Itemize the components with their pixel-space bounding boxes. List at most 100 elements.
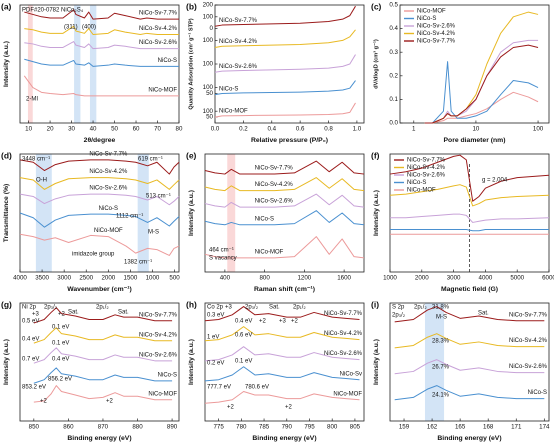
- annotation: 0.7 eV: [22, 357, 39, 363]
- plot-frame: [389, 302, 550, 422]
- plot-frame: [204, 153, 365, 273]
- annotation: 0.1 eV: [52, 341, 69, 347]
- y-tick-label: 50: [206, 114, 213, 121]
- x-axis-label: Wavenumber (cm⁻¹): [67, 286, 132, 293]
- annotation: M-S: [436, 315, 447, 321]
- series-label: NiCo-Sv-4.2%: [139, 332, 178, 338]
- x-tick-label: 162: [427, 424, 438, 431]
- x-tick-label: 159: [399, 424, 410, 431]
- highlight-band: [35, 154, 52, 272]
- x-tick-label: 10: [25, 126, 32, 133]
- highlight-band: [89, 5, 97, 123]
- x-tick-label: 800: [327, 424, 338, 431]
- annotation: 2p₃/₂: [392, 313, 406, 319]
- annotation: (400): [82, 25, 96, 31]
- series-line: [389, 184, 550, 207]
- annotation: PDF#20-0782 NiCo₂S₄: [22, 8, 84, 14]
- x-tick-label: 50: [111, 126, 118, 133]
- annotation: 24.1%: [432, 393, 450, 399]
- annotation: +2: [285, 405, 293, 411]
- panel-title: (d): [1, 150, 12, 160]
- series-label: NiCo-MOF: [219, 109, 248, 115]
- x-tick-label: 100: [533, 126, 544, 133]
- x-axis-label: Relative pressure (P/P₀): [251, 137, 328, 144]
- x-axis-label: Binding energy (eV): [252, 435, 316, 442]
- annotation: 777.7 eV: [207, 385, 231, 391]
- series-label: NiCo-Sv-2.6%: [324, 351, 363, 357]
- x-tick-label: 165: [455, 424, 466, 431]
- annotation: 0.4 eV: [235, 319, 252, 325]
- highlight-band: [27, 5, 33, 123]
- series-label: NiCo-Sv-2.6%: [509, 364, 548, 370]
- x-tick-label: 1000: [146, 275, 160, 282]
- annotation: 1112 cm⁻¹: [116, 214, 143, 220]
- x-tick-label: 805: [350, 424, 361, 431]
- y-axis-label: Transmittance (%): [3, 184, 10, 243]
- annotation: 856.2 eV: [48, 377, 72, 383]
- series-line: [204, 177, 365, 192]
- y-tick-label: 100: [203, 84, 214, 91]
- series-label: NiCo-Sv-4.2%: [139, 26, 178, 32]
- series-label: NiCo-Sv-4.2%: [255, 182, 294, 188]
- highlight-band: [227, 154, 236, 272]
- x-tick-label: 4000: [13, 275, 27, 282]
- plot-frame: [399, 4, 550, 124]
- series-line: [204, 391, 360, 404]
- y-axis-label: Intensity (a.u.): [373, 190, 380, 236]
- panel-title: (i): [371, 299, 379, 309]
- annotation: 513 cm⁻¹: [146, 194, 171, 200]
- x-tick-label: 1: [412, 126, 416, 133]
- annotation: +2: [58, 312, 66, 318]
- legend-label: NiCo-Sv-4.2%: [407, 165, 446, 171]
- annotation: g = 2.004: [482, 178, 508, 184]
- x-axis-label: Pore diameter (nm): [444, 137, 506, 144]
- plot-frame: [204, 302, 365, 422]
- series-label: NiCo-Sv-7.7%: [255, 166, 294, 172]
- series-label: NiCo-Sv-2.6%: [89, 186, 128, 192]
- x-axis-label: 2θ/degree: [84, 137, 116, 144]
- series-line: [204, 210, 365, 226]
- y-tick-label: 100: [203, 37, 214, 44]
- series-line: [390, 229, 549, 232]
- series-line: [204, 326, 360, 342]
- series-line: [424, 91, 539, 124]
- y-tick-label: 0.4: [389, 25, 398, 32]
- legend-label: NiCo-Sv-7.7%: [407, 158, 446, 164]
- annotation: S vacancy: [209, 256, 237, 262]
- y-tick-label: 0.1: [389, 96, 398, 103]
- x-axis-label: Binding energy (eV): [437, 435, 501, 442]
- y-tick-label: 0: [210, 25, 214, 32]
- x-tick-label: 785: [259, 424, 270, 431]
- annotation: 2p₁/₂: [293, 305, 306, 311]
- highlight-band: [137, 154, 149, 272]
- series-line: [214, 5, 356, 27]
- plot-frame: [19, 302, 180, 422]
- annotation: +2: [291, 319, 299, 325]
- panel-title: (g): [1, 299, 12, 309]
- x-tick-label: 870: [98, 424, 109, 431]
- y-tick-label: 0.5: [389, 2, 398, 9]
- series-line: [33, 347, 173, 364]
- x-tick-label: 3000: [57, 275, 71, 282]
- annotation: 2p₃/₂: [245, 305, 259, 311]
- annotation: +3: [279, 319, 287, 325]
- y-axis-label: dV/dlogD (cm³ g⁻¹): [372, 39, 379, 89]
- annotation: (311): [64, 25, 78, 31]
- plot-frame: [389, 153, 550, 273]
- series-line: [19, 159, 180, 175]
- legend-label: NiCo-MOF: [407, 188, 436, 194]
- y-tick-label: 0.0: [389, 120, 398, 127]
- x-tick-label: 1.0: [353, 126, 362, 133]
- annotation: 1 eV: [207, 335, 219, 341]
- x-tick-label: 3500: [35, 275, 49, 282]
- legend-label: NiCo-Sv-2.6%: [417, 24, 456, 30]
- series-label: NiCo-Sv-2.6%: [139, 40, 178, 46]
- annotation: +2: [106, 399, 114, 405]
- annotation: 28.3%: [432, 339, 450, 345]
- x-tick-label: 890: [167, 424, 178, 431]
- annotation: +2: [227, 405, 235, 411]
- annotation: 464 cm⁻¹: [209, 248, 234, 254]
- series-line: [204, 306, 360, 322]
- series-line: [214, 54, 356, 73]
- annotation: 2p₁/₂: [96, 305, 109, 311]
